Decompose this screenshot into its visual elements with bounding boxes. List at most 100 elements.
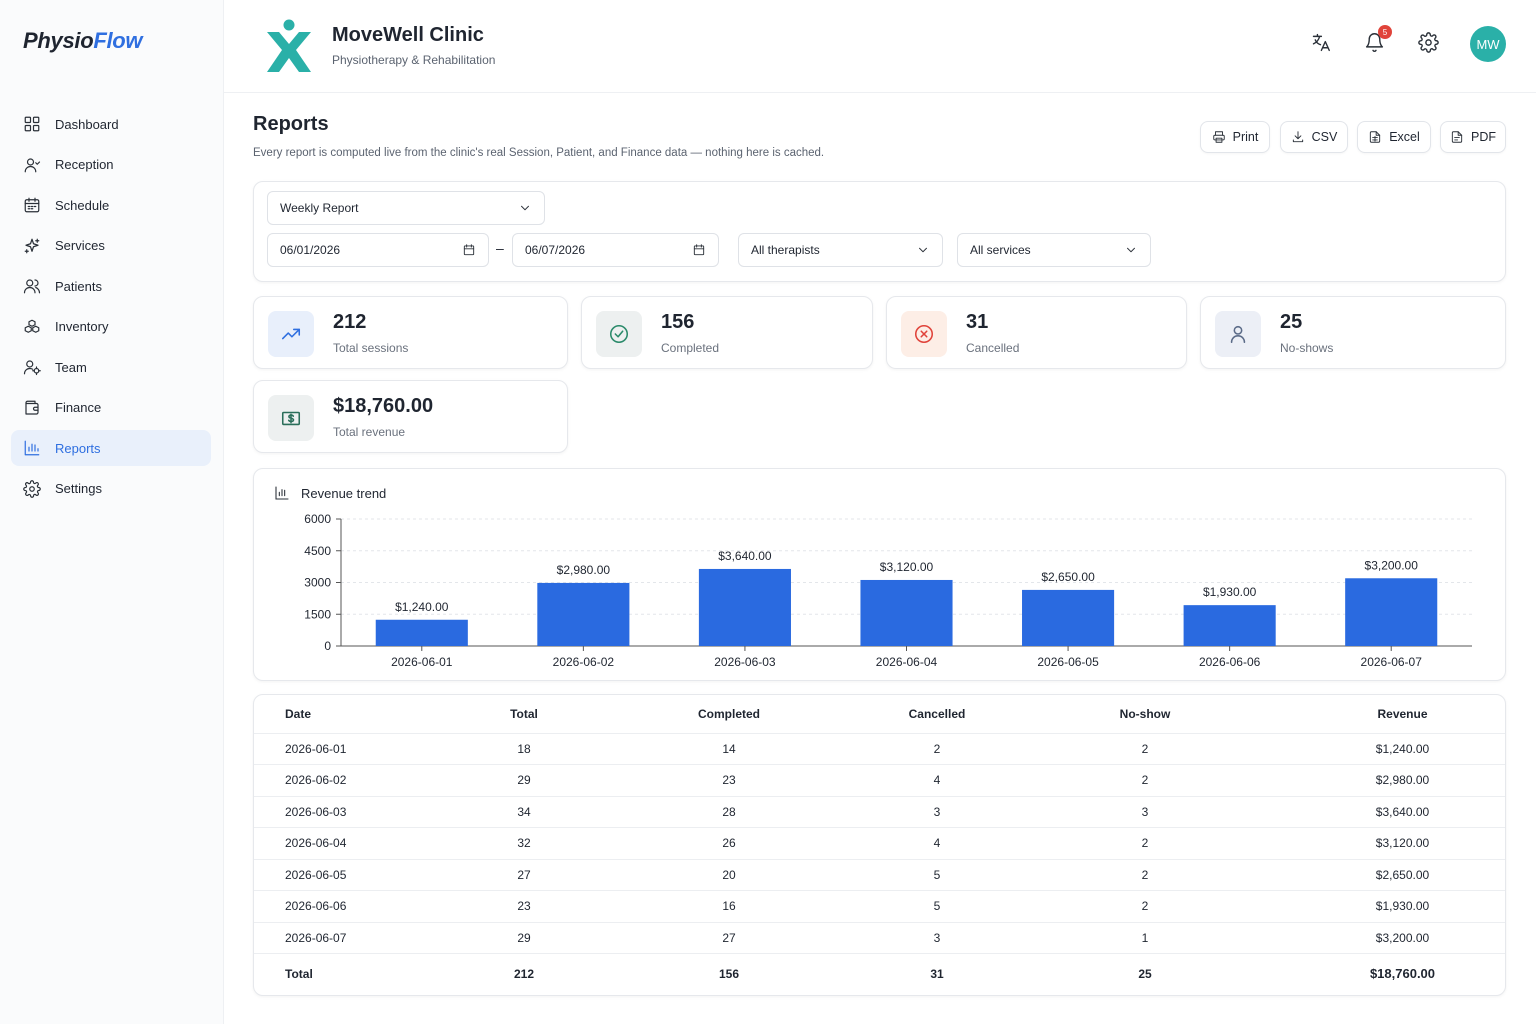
y-tick-label: 6000 — [304, 512, 331, 526]
notifications-button[interactable]: 5 — [1362, 25, 1392, 54]
page-description: Every report is computed live from the c… — [253, 147, 825, 159]
table-row: 2026-06-03 34 28 3 3 $3,640.00 — [254, 796, 1505, 828]
x-tick-label: 2026-06-07 — [1361, 655, 1423, 669]
chevron-down-icon — [916, 243, 930, 257]
calendar-icon[interactable] — [462, 243, 476, 257]
logo-text-part2: Flow — [93, 28, 143, 53]
total-cell-no-show: 25 — [1138, 966, 1152, 981]
user-avatar[interactable]: MW — [1470, 26, 1506, 62]
top-header: MoveWell Clinic Physiotherapy & Rehabili… — [224, 0, 1536, 93]
cell-revenue: $3,200.00 — [1300, 922, 1505, 954]
report-type-value: Weekly Report — [280, 201, 359, 215]
sidebar-item-label: Dashboard — [55, 116, 119, 132]
calendar-icon[interactable] — [692, 243, 706, 257]
bar-data-label: $3,200.00 — [1365, 558, 1419, 572]
settings-button[interactable] — [1416, 30, 1440, 54]
revenue-bar-chart: 0 1500 3000 4500 6000 $1,240.00 2026-06-01 $2,9… — [304, 512, 1472, 669]
dashboard-icon — [23, 115, 41, 133]
stat-value: 212 — [333, 311, 367, 333]
column-header-completed: Completed — [574, 695, 884, 734]
chart-bar — [698, 568, 791, 646]
stat-value: $18,760.00 — [333, 395, 434, 417]
language-button[interactable] — [1308, 30, 1332, 54]
sidebar-item-schedule[interactable]: Schedule — [11, 187, 211, 223]
stat-label: Total revenue — [333, 425, 406, 439]
cell-no-show: 1 — [990, 922, 1300, 954]
sidebar-item-services[interactable]: Services — [11, 228, 211, 264]
stat-value: 25 — [1280, 311, 1303, 333]
sidebar-item-label: Patients — [55, 278, 102, 294]
print-button[interactable]: Print — [1200, 121, 1270, 153]
service-select[interactable]: All services — [957, 233, 1151, 267]
boxes-icon — [23, 318, 41, 336]
reception-icon — [23, 156, 41, 174]
start-date-input[interactable]: 06/01/2026 — [267, 233, 489, 267]
sidebar-item-inventory[interactable]: Inventory — [11, 309, 211, 345]
stat-label: Cancelled — [966, 341, 1020, 355]
cell-total: 23 — [474, 890, 574, 923]
chart-bar — [1345, 578, 1438, 646]
app-logo[interactable]: PhysioFlow — [23, 28, 143, 54]
cell-no-show: 2 — [990, 890, 1300, 923]
table-row: 2026-06-04 32 26 4 2 $3,120.00 — [254, 827, 1505, 860]
spreadsheet-icon — [1370, 131, 1381, 143]
cell-date: 2026-06-07 — [254, 922, 474, 954]
translate-icon — [1312, 33, 1330, 51]
service-value: All services — [970, 243, 1031, 257]
cell-revenue: $1,240.00 — [1300, 733, 1505, 765]
sidebar-item-patients[interactable]: Patients — [11, 268, 211, 304]
cell-no-show: 2 — [990, 733, 1300, 765]
gear-icon — [23, 479, 41, 498]
csv-label: CSV — [1311, 130, 1338, 144]
bar-data-label: $1,240.00 — [395, 600, 449, 614]
clinic-logo-icon — [267, 19, 311, 72]
sidebar-item-settings[interactable]: Settings — [11, 471, 211, 507]
csv-button[interactable]: CSV — [1280, 121, 1348, 153]
y-tick-label: 1500 — [304, 607, 331, 621]
cell-cancelled: 5 — [884, 890, 990, 923]
sidebar-item-label: Finance — [55, 400, 102, 415]
total-cell-cancelled: 31 — [930, 966, 944, 981]
column-header-total: Total — [474, 695, 574, 734]
excel-label: Excel — [1389, 130, 1420, 144]
cell-completed: 14 — [574, 733, 884, 765]
total-cell-total: 212 — [513, 966, 535, 981]
print-label: Print — [1232, 130, 1259, 144]
pdf-label: PDF — [1471, 130, 1496, 144]
cell-date: 2026-06-04 — [254, 827, 474, 860]
cell-completed: 26 — [574, 827, 884, 860]
table-header-row: Date Total Completed Cancelled No-show R… — [254, 695, 1505, 734]
bar-data-label: $3,640.00 — [718, 549, 772, 563]
cell-revenue: $1,930.00 — [1300, 890, 1505, 923]
y-tick-label: 4500 — [304, 544, 331, 558]
column-header-revenue: Revenue — [1300, 695, 1505, 734]
sidebar-item-reports[interactable]: Reports — [11, 430, 211, 466]
therapist-select[interactable]: All therapists — [738, 233, 943, 267]
sidebar-item-reception[interactable]: Reception — [11, 147, 211, 183]
cell-cancelled: 3 — [884, 922, 990, 954]
report-table: Date Total Completed Cancelled No-show R… — [254, 695, 1505, 994]
sidebar-item-team[interactable]: Team — [11, 349, 211, 385]
table-total-row: Total 212 156 31 25 $18,760.00 — [254, 954, 1505, 994]
table-row: 2026-06-06 23 16 5 2 $1,930.00 — [254, 890, 1505, 923]
sidebar-item-dashboard[interactable]: Dashboard — [11, 106, 211, 142]
pdf-button[interactable]: PDF — [1440, 121, 1506, 153]
chart-bar — [537, 582, 630, 646]
sidebar-item-finance[interactable]: Finance — [11, 390, 211, 426]
stat-card-cancelled: 31 Cancelled — [886, 296, 1187, 369]
therapist-value: All therapists — [751, 243, 820, 257]
report-type-select[interactable]: Weekly Report — [267, 191, 545, 225]
total-cell-completed: 156 — [718, 966, 740, 981]
end-date-input[interactable]: 06/07/2026 — [512, 233, 719, 267]
cell-revenue: $2,650.00 — [1300, 859, 1505, 891]
x-circle-icon — [901, 311, 947, 357]
cell-date: 2026-06-02 — [254, 764, 474, 797]
excel-button[interactable]: Excel — [1357, 121, 1431, 153]
cell-total: 18 — [474, 733, 574, 765]
chart-bar — [1022, 589, 1115, 646]
column-header-no-show: No-show — [990, 695, 1300, 734]
chart-bar — [1183, 605, 1276, 646]
cell-date: 2026-06-05 — [254, 859, 474, 891]
user-icon — [1215, 311, 1261, 357]
cell-no-show: 2 — [990, 764, 1300, 797]
